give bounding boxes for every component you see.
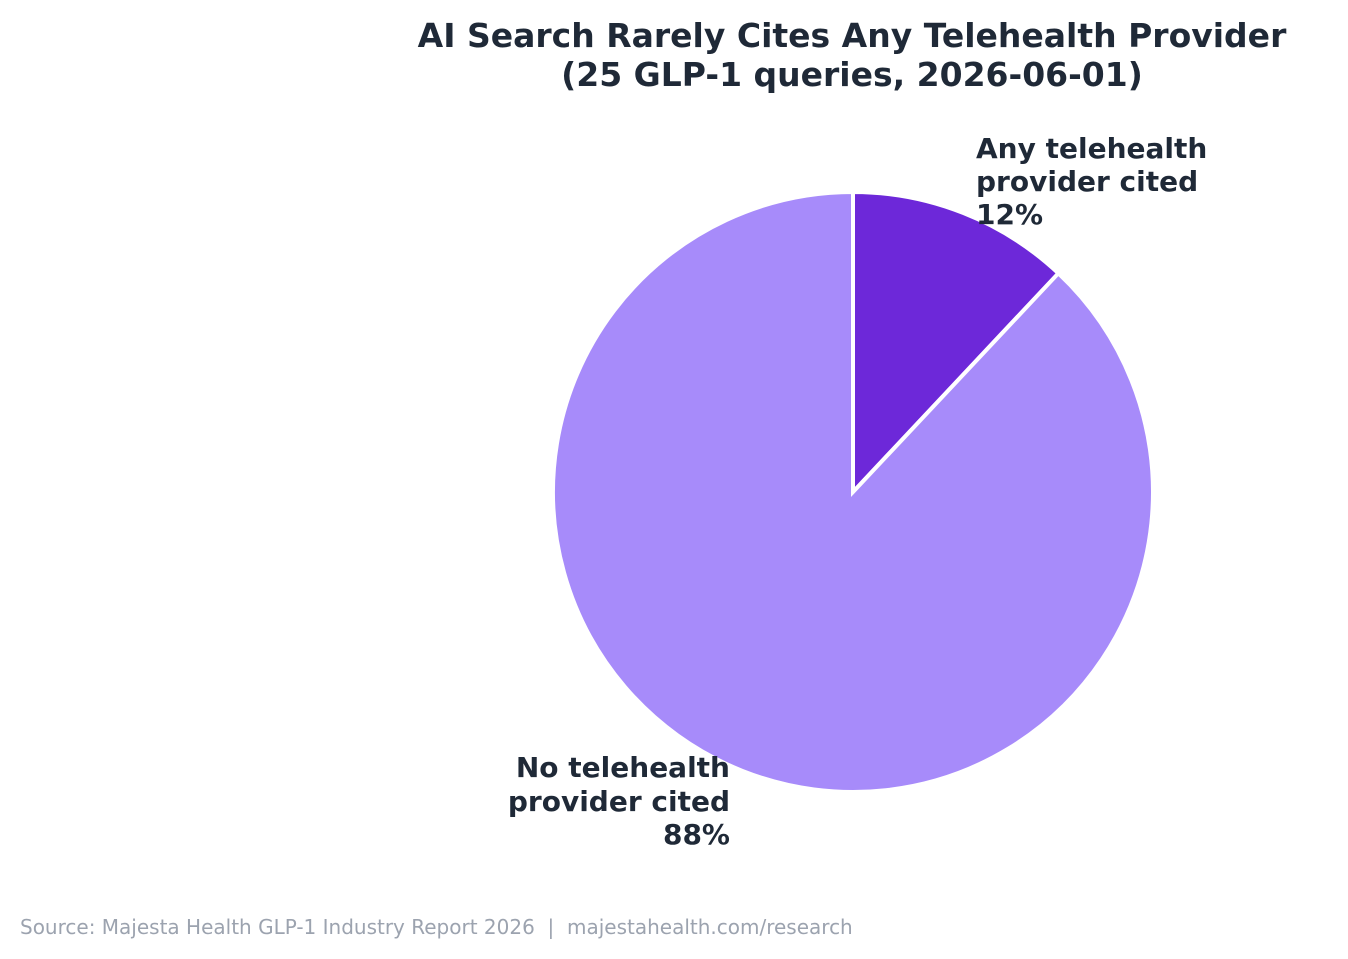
slice-label-line-2: provider cited [976, 165, 1198, 198]
slice-label-line-1: Any telehealth [976, 132, 1207, 165]
slice-label-no-telehealth: No telehealth provider cited 88% [508, 751, 730, 851]
pie-slice-no-telehealth [551, 189, 1155, 794]
source-footnote: Source: Majesta Health GLP-1 Industry Re… [20, 915, 853, 939]
slice-percent-label: 88% [663, 818, 730, 851]
chart-title-line-1: AI Search Rarely Cites Any Telehealth Pr… [418, 16, 1287, 55]
slice-label-line-1: No telehealth [516, 751, 730, 784]
slice-percent-label: 12% [976, 198, 1043, 231]
pie-slice-telehealth-cited [851, 189, 1062, 498]
pie-slices [551, 189, 1155, 794]
slice-label-telehealth-cited: Any telehealth provider cited 12% [976, 132, 1207, 231]
chart-title-line-2: (25 GLP-1 queries, 2026-06-01) [561, 55, 1143, 94]
slice-label-line-2: provider cited [508, 785, 730, 818]
